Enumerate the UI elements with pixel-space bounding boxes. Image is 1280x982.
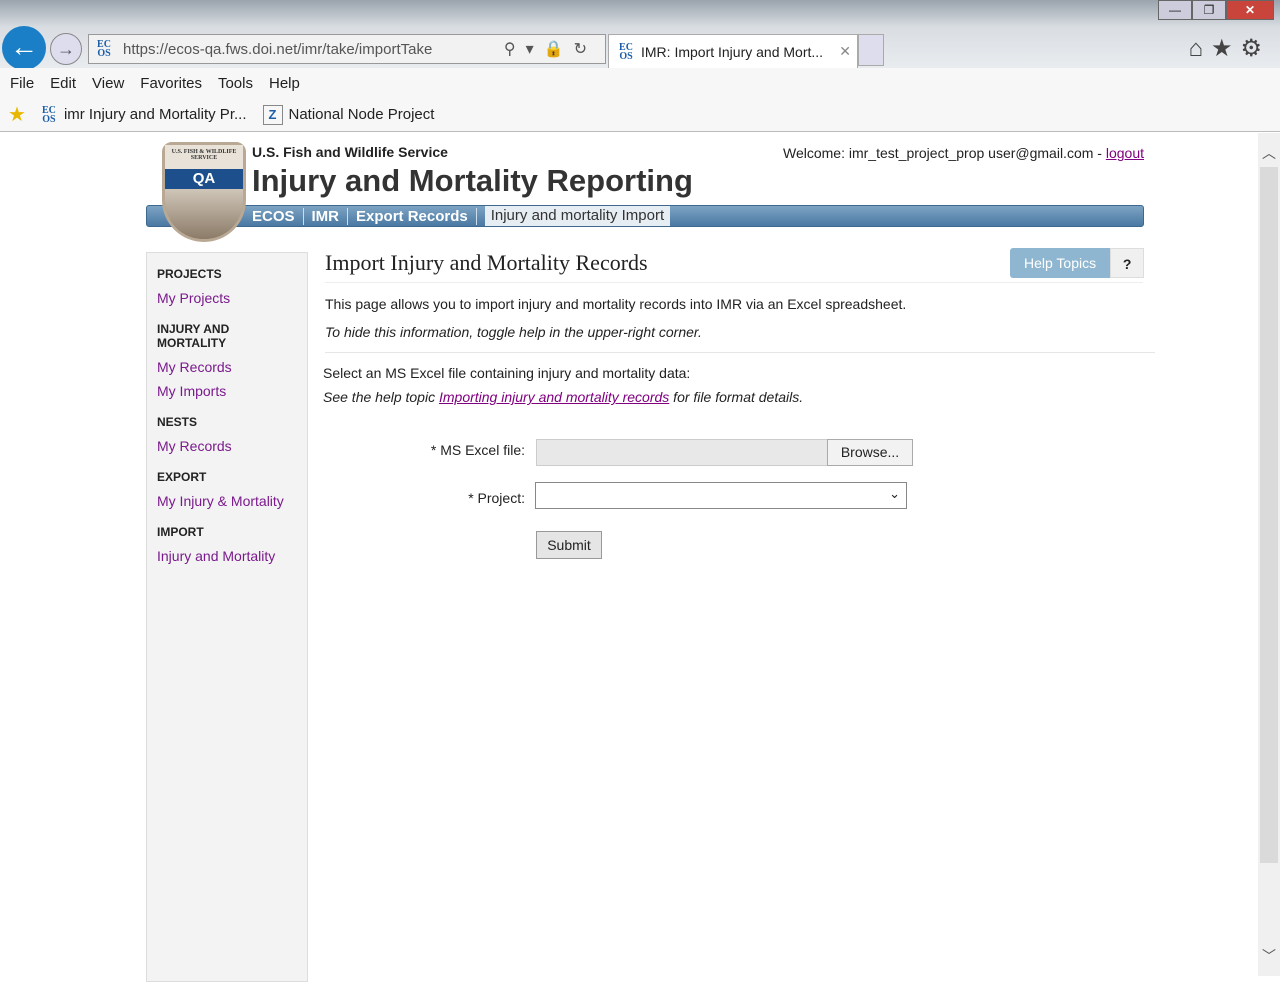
help-topic-link[interactable]: Importing injury and mortality records [438, 389, 670, 405]
sidebar-heading: NESTS [157, 415, 198, 429]
active-tab[interactable]: EC OS IMR: Import Injury and Mort... ✕ [608, 34, 858, 68]
agency-name: U.S. Fish and Wildlife Service [252, 144, 448, 160]
sidebar-nest-records[interactable]: My Records [157, 438, 232, 454]
hint-text: To hide this information, toggle help in… [325, 324, 702, 340]
sidebar-export-injury[interactable]: My Injury & Mortality [157, 493, 284, 509]
fws-logo: U.S. FISH & WILDLIFE SERVICE QA [162, 142, 246, 242]
add-favorite-icon[interactable]: ★ [8, 104, 26, 126]
divider [325, 352, 1155, 353]
favorites-bar: ★ EC OS imr Injury and Mortality Pr... Z … [0, 98, 1280, 132]
submit-button[interactable]: Submit [536, 531, 602, 559]
ecos-icon: EC OS [41, 104, 56, 125]
home-icon[interactable]: ⌂ [1188, 35, 1211, 62]
new-tab-button[interactable] [858, 34, 884, 66]
back-button[interactable]: ← [2, 26, 46, 70]
close-window-button[interactable]: ✕ [1226, 0, 1274, 20]
minimize-button[interactable]: — [1158, 0, 1192, 20]
scroll-thumb[interactable] [1260, 167, 1278, 863]
menu-tools[interactable]: Tools [217, 74, 253, 92]
welcome-text: Welcome: imr_test_project_prop user@gmai… [783, 145, 1144, 161]
address-icons[interactable]: ⚲▾🔒↻ [503, 41, 597, 58]
page-title: Import Injury and Mortality Records [325, 250, 1143, 283]
restore-button[interactable]: ❐ [1192, 0, 1226, 20]
vertical-scrollbar[interactable]: ︿ ﹀ [1258, 133, 1280, 976]
scroll-down-icon[interactable]: ﹀ [1262, 948, 1276, 964]
browse-button[interactable]: Browse... [827, 439, 913, 466]
site-favicon: EC OS [97, 39, 111, 59]
forward-button[interactable]: → [50, 33, 82, 65]
logout-link[interactable]: logout [1105, 145, 1144, 161]
close-tab-icon[interactable]: ✕ [839, 43, 851, 59]
menu-edit[interactable]: Edit [50, 74, 77, 92]
file-input[interactable] [536, 439, 828, 466]
help-topic-text: See the help topic Importing injury and … [323, 389, 804, 405]
menu-file[interactable]: File [10, 74, 35, 92]
browser-chrome: — ❐ ✕ ← → EC OS https://ecos-qa.fws.doi.net… [0, 0, 1280, 70]
main-content: Import Injury and Mortality Records Help… [323, 248, 1155, 559]
url-text: https://ecos-qa.fws.doi.net/imr/take/imp… [123, 40, 433, 58]
file-label: * MS Excel file: [430, 442, 525, 458]
favorite-imr[interactable]: imr Injury and Mortality Pr... [63, 106, 247, 123]
project-label: * Project: [468, 490, 525, 506]
z-icon: Z [262, 104, 283, 125]
menu-bar: File Edit View Favorites Tools Help [0, 68, 1280, 98]
address-bar[interactable]: EC OS https://ecos-qa.fws.doi.net/imr/tak… [88, 34, 606, 64]
sidebar-my-imports[interactable]: My Imports [157, 383, 227, 399]
sidebar-heading: INJURY AND MORTALITY [157, 322, 230, 350]
sidebar-heading: PROJECTS [157, 267, 222, 281]
sidebar-heading: IMPORT [157, 525, 204, 539]
sidebar-import-injury[interactable]: Injury and Mortality [157, 548, 276, 564]
menu-favorites[interactable]: Favorites [140, 74, 202, 92]
favorites-star-icon[interactable]: ★ [1210, 35, 1241, 62]
favorite-national-node[interactable]: National Node Project [288, 106, 435, 123]
menu-view[interactable]: View [92, 74, 125, 92]
scroll-up-icon[interactable]: ︿ [1262, 145, 1276, 161]
gear-icon[interactable]: ⚙ [1240, 35, 1270, 62]
intro-text: This page allows you to import injury an… [325, 296, 907, 312]
menu-help[interactable]: Help [269, 74, 300, 92]
breadcrumb: ECOS IMR Export Records Injury and morta… [252, 205, 671, 227]
sidebar-heading: EXPORT [157, 470, 207, 484]
sidebar-my-records[interactable]: My Records [157, 359, 232, 375]
help-toggle-button[interactable]: ? [1110, 248, 1145, 278]
project-select[interactable]: ⌄ [535, 482, 907, 509]
breadcrumb-imr[interactable]: IMR [312, 207, 349, 225]
breadcrumb-ecos[interactable]: ECOS [252, 207, 304, 225]
select-text: Select an MS Excel file containing injur… [323, 365, 691, 381]
breadcrumb-export[interactable]: Export Records [356, 207, 477, 225]
breadcrumb-current: Injury and mortality Import [484, 206, 671, 226]
help-topics-button[interactable]: Help Topics [1010, 248, 1111, 278]
site-title: Injury and Mortality Reporting [252, 163, 693, 198]
tab-favicon: EC OS [619, 41, 633, 62]
sidebar: PROJECTS My Projects INJURY AND MORTALITY… [146, 252, 308, 982]
tab-title: IMR: Import Injury and Mort... [641, 43, 824, 60]
chevron-down-icon: ⌄ [889, 486, 900, 501]
sidebar-my-projects[interactable]: My Projects [157, 290, 231, 306]
